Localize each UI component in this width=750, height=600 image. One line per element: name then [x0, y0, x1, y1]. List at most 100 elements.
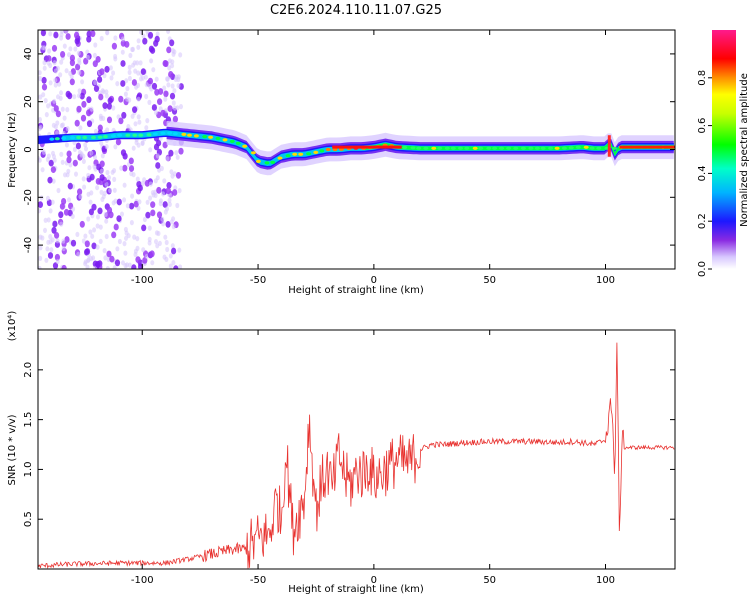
noise-speckle [61, 264, 67, 269]
noise-speckle [115, 138, 121, 146]
noise-speckle [66, 150, 72, 158]
noise-speckle [135, 176, 140, 182]
noise-speckle [98, 238, 103, 244]
noise-speckle [81, 158, 86, 164]
y-tick-label: -20 [23, 189, 34, 205]
ridge-blob [110, 134, 116, 138]
y-tick-label: 1.0 [23, 461, 34, 477]
noise-speckle [144, 125, 149, 131]
noise-speckle [178, 52, 183, 58]
noise-speckle [166, 30, 171, 34]
noise-speckle [114, 259, 121, 267]
noise-speckle [127, 69, 132, 75]
ridge-blob [49, 137, 55, 141]
noise-speckle [148, 45, 154, 53]
ridge-blob [298, 152, 304, 156]
noise-speckle [154, 239, 158, 245]
noise-speckle [69, 59, 75, 67]
x-tick-label: -50 [250, 275, 266, 286]
noise-speckle [127, 75, 132, 81]
x-tick-label: 100 [596, 575, 615, 586]
noise-speckle [38, 94, 43, 100]
noise-speckle [38, 126, 42, 132]
ridge-blob [187, 133, 192, 137]
noise-speckle [97, 207, 103, 215]
noise-speckle [105, 169, 110, 176]
ridge-peak [332, 145, 402, 149]
noise-speckle [105, 127, 110, 133]
ridge-blob [506, 146, 512, 150]
ridge-blob [486, 146, 492, 150]
noise-speckle [122, 152, 128, 160]
noise-speckle [64, 142, 69, 148]
noise-speckle [165, 156, 170, 162]
noise-speckle [51, 226, 57, 234]
snr-xlabel: Height of straight line (km) [288, 584, 424, 595]
noise-speckle [119, 165, 124, 171]
noise-speckle [158, 88, 164, 95]
ridge-peak [619, 145, 675, 149]
noise-speckle [75, 63, 81, 71]
noise-speckle [154, 76, 159, 82]
noise-speckle [46, 199, 53, 207]
noise-speckle [51, 44, 58, 52]
noise-speckle [125, 262, 129, 268]
colorbar: 0.0 0.2 0.4 0.6 0.8 Normalized spectral ampl… [697, 30, 750, 277]
noise-speckle [155, 31, 160, 37]
noise-speckle [140, 68, 146, 75]
ridge-blob [583, 145, 589, 149]
noise-speckle [86, 96, 92, 104]
noise-speckle [65, 90, 71, 98]
noise-speckle [91, 255, 96, 261]
noise-speckle [60, 106, 65, 112]
noise-speckle [144, 82, 149, 88]
ridge-blob [306, 152, 312, 156]
noise-speckle [59, 221, 64, 227]
noise-speckle [121, 111, 127, 119]
ridge-blob [82, 135, 88, 140]
ridge-blob [499, 146, 505, 150]
noise-speckle [75, 142, 81, 150]
ridge-blob [229, 139, 235, 143]
noise-speckle [112, 265, 117, 269]
noise-speckle [85, 54, 90, 60]
noise-speckle [59, 35, 64, 41]
ridge-blob [270, 160, 276, 164]
ridge-blob [91, 135, 96, 140]
noise-speckle [104, 218, 109, 224]
noise-speckle [141, 75, 145, 81]
noise-speckle [167, 65, 172, 71]
noise-speckle [155, 162, 161, 169]
ridge-blob [167, 131, 173, 135]
noise-speckle [165, 187, 171, 195]
noise-speckle [90, 233, 95, 239]
noise-speckle [56, 187, 61, 194]
noise-speckle [42, 65, 47, 71]
noise-speckle [142, 177, 147, 183]
noise-speckle [46, 217, 51, 223]
noise-speckle [86, 258, 91, 264]
noise-speckle [161, 191, 166, 197]
noise-speckle [161, 221, 166, 227]
noise-speckle [130, 113, 135, 119]
noise-speckle [88, 229, 93, 235]
noise-speckle [111, 200, 116, 206]
noise-speckle [89, 150, 94, 156]
noise-speckle [67, 197, 71, 203]
noise-speckle [58, 72, 63, 78]
noise-speckle [166, 46, 172, 54]
snr-axes: -100 -50 0 50 100 0.5 1.0 1.5 2.0 [23, 330, 675, 586]
ridge-blob [54, 137, 60, 141]
noise-speckle [95, 260, 101, 268]
spectrogram-panel: -100 -50 0 50 100 -40 -20 0 20 40 Height of strai… [7, 29, 676, 296]
noise-speckle [85, 264, 90, 269]
snr-line-layer [38, 342, 675, 569]
noise-speckle [112, 168, 117, 174]
noise-speckle [41, 149, 46, 155]
noise-speckle [55, 130, 60, 136]
noise-speckle [55, 110, 62, 118]
noise-speckle [99, 140, 104, 146]
y-tick-label: 20 [23, 95, 34, 108]
noise-speckle [164, 256, 169, 262]
noise-speckle [50, 166, 57, 174]
